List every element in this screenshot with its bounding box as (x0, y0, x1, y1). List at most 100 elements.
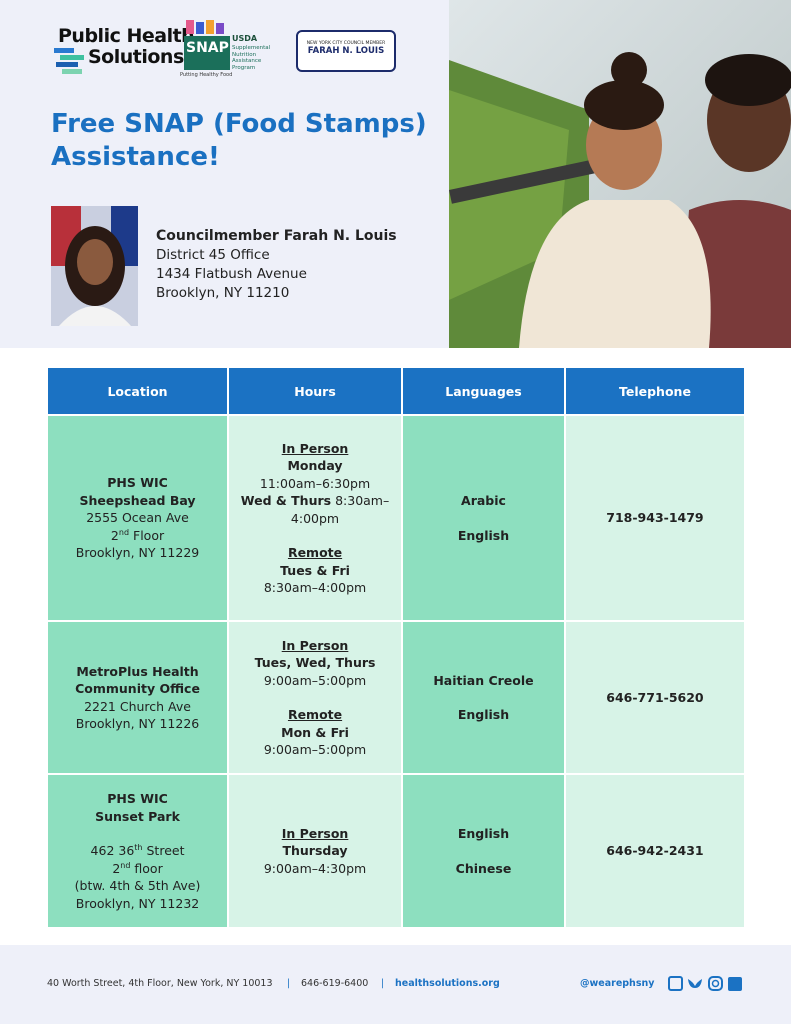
facebook-icon[interactable] (668, 976, 683, 991)
text-line: Brooklyn, NY 11232 (75, 895, 200, 911)
title: Free SNAP (Food Stamps) Assistance! (51, 109, 427, 172)
text: Floor (129, 527, 165, 543)
table-row: MetroPlus Health Community Office 2221 Chu… (48, 622, 744, 773)
location-cell: MetroPlus Health Community Office 2221 Chu… (48, 622, 228, 773)
snap-logo-name: SNAP (186, 40, 229, 56)
languages-cell: English Chinese (403, 775, 564, 927)
superscript: nd (118, 527, 130, 537)
table-row: PHS WIC Sunset Park 462 36th Street 2nd flo… (48, 775, 744, 927)
text: floor (130, 860, 163, 876)
hours-line: Tues & Fri (229, 562, 401, 580)
time: 9:00am–5:00pm (263, 742, 367, 757)
text-line: PHS WIC (107, 475, 168, 491)
hours-line: 9:00am–4:30pm (229, 860, 401, 878)
instagram-icon[interactable] (708, 976, 723, 991)
text-line: Brooklyn, NY 11229 (75, 545, 200, 561)
telephone-cell: 646-942-2431 (565, 775, 744, 927)
time: 8:30am–4:00pm (290, 493, 390, 526)
text-line: 2nd Floor (48, 527, 227, 545)
separator: | (381, 978, 385, 989)
hours-block: In Person Thursday 9:00am–4:30pm (229, 825, 401, 878)
hours-block: Remote Mon & Fri 9:00am–5:00pm (229, 706, 401, 759)
location-cell: PHS WIC Sheepshead Bay 2555 Ocean Ave 2nd F… (48, 416, 228, 620)
address: 462 36th Street 2nd floor (btw. 4th & 5th … (48, 842, 227, 912)
text: 2 (110, 527, 119, 543)
header-row: Location Hours Languages Telephone (48, 368, 744, 414)
photo (449, 0, 791, 348)
days: Tues, Wed, Thurs (254, 655, 376, 670)
social-icons (668, 976, 742, 991)
days: Mon & Fri (281, 724, 349, 740)
text-line: 2nd floor (48, 860, 227, 878)
column-header: Hours (229, 368, 402, 414)
text-line: 2221 Church Ave (84, 698, 191, 714)
office-info: Councilmember Farah N. Louis District 45… (156, 227, 397, 303)
linkedin-icon[interactable] (728, 977, 742, 991)
locations-table: Location Hours Languages Telephone PHS WIC S… (46, 366, 746, 929)
portrait (51, 206, 138, 326)
telephone[interactable]: 718-943-1479 (606, 510, 704, 526)
text: 462 36 (90, 843, 135, 858)
footer-handle[interactable]: @wearephsny (580, 978, 655, 989)
language: English (457, 707, 510, 722)
telephone[interactable]: 646-942-2431 (606, 843, 704, 859)
time: 11:00am–6:30pm (259, 475, 371, 491)
superscript: th (134, 842, 143, 852)
hours-cell: In Person Monday 11:00am–6:30pm Wed & Thurs… (229, 416, 402, 620)
hours-label: In Person (281, 825, 349, 841)
languages-cell: Haitian Creole English (403, 622, 564, 773)
days: Wed & Thurs (240, 493, 332, 508)
text-line: Sunset Park (95, 808, 180, 824)
separator: | (287, 978, 291, 989)
logo-text: Public Health (58, 25, 195, 47)
logo-text: Solutions (88, 46, 184, 68)
hours-label: In Person (281, 440, 349, 456)
telephone-cell: 646-771-5620 (565, 622, 744, 773)
footer-address: 40 Worth Street, 4th Floor, New York, NY… (47, 978, 273, 989)
text-line: PHS WIC (107, 791, 168, 806)
time: 9:00am–5:00pm (263, 672, 367, 688)
language: Haitian Creole (433, 672, 534, 688)
text: Street (142, 843, 185, 858)
hours-line: 11:00am–6:30pm (229, 475, 401, 493)
hours-line: Tues, Wed, Thurs (229, 654, 401, 672)
phs-logo: Public Health Solutions (58, 25, 195, 68)
council-logo: NEW YORK CITY COUNCIL MEMBER FARAH N. LO… (296, 30, 396, 72)
hours-line: 8:30am–4:00pm (229, 579, 401, 597)
telephone[interactable]: 646-771-5620 (606, 689, 704, 705)
phs-logo-mark (54, 48, 84, 74)
text-line: Community Office (75, 681, 200, 696)
text: Supplemental (232, 45, 271, 51)
bluesky-icon[interactable] (688, 979, 702, 988)
text-line: MetroPlus Health (76, 663, 199, 679)
address: 2221 Church Ave Brooklyn, NY 11226 (48, 698, 227, 733)
table-row: PHS WIC Sheepshead Bay 2555 Ocean Ave 2nd F… (48, 416, 744, 620)
hours-label: In Person (281, 637, 349, 653)
hours-line: Wed & Thurs 8:30am–4:00pm (229, 492, 401, 527)
language: Arabic (461, 493, 506, 508)
text: FARAH N. LOUIS (307, 46, 385, 56)
snap-tagline: Putting Healthy Food (180, 72, 233, 78)
language: English (457, 527, 510, 543)
time: 9:00am–4:30pm (263, 860, 367, 876)
text: Nutrition (232, 51, 257, 58)
column-header: Location (48, 368, 228, 414)
language: Chinese (455, 860, 512, 876)
language: English (457, 826, 510, 841)
hours-label: Remote (287, 545, 343, 560)
text-line: Brooklyn, NY 11226 (75, 716, 200, 731)
footer-phone: 646-619-6400 (301, 978, 369, 989)
footer-website[interactable]: healthsolutions.org (395, 978, 500, 989)
hours-line: Thursday (229, 842, 401, 860)
hours-line: Mon & Fri (229, 724, 401, 742)
snap-program: Supplemental Nutrition Assistance Progra… (232, 45, 270, 71)
text: NEW YORK CITY COUNCIL MEMBER (306, 41, 386, 46)
superscript: nd (120, 860, 131, 870)
days: Thursday (282, 843, 348, 859)
snap-agency: USDA (232, 34, 258, 43)
footer: 40 Worth Street, 4th Floor, New York, NY… (0, 945, 791, 1024)
text: Assistance (232, 58, 262, 64)
address: 2555 Ocean Ave 2nd Floor Brooklyn, NY 1122… (48, 509, 227, 562)
languages-cell: Arabic English (403, 416, 564, 620)
